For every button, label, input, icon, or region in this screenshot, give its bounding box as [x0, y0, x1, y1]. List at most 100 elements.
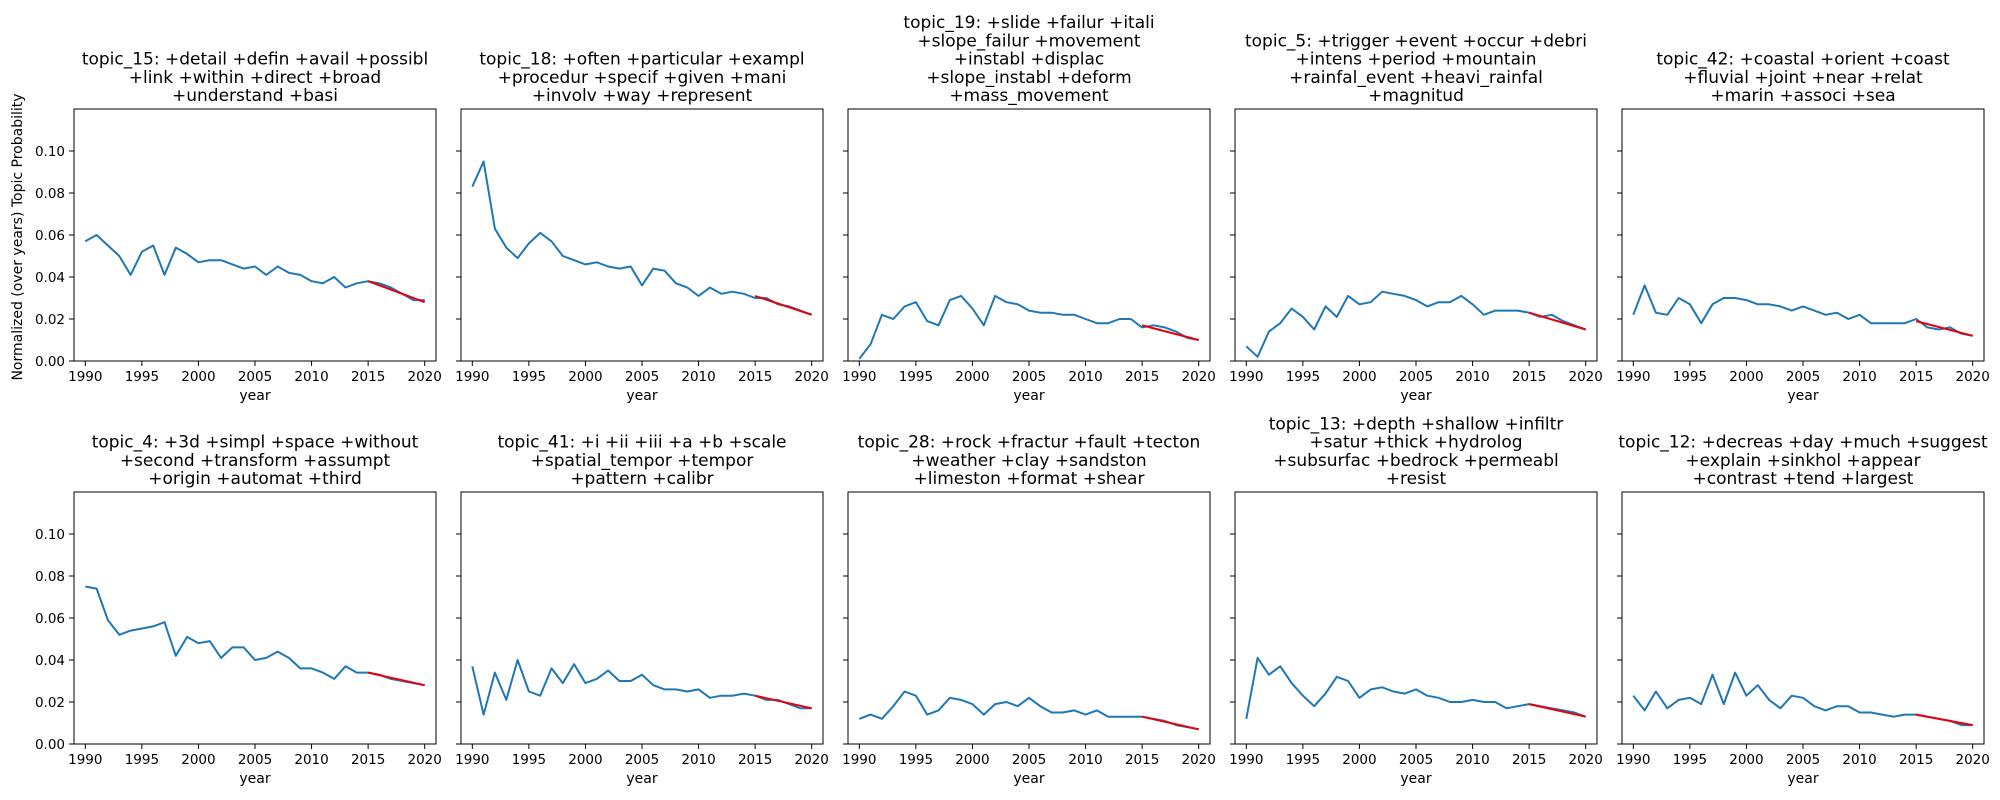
x-tick-label: 2020 [1956, 369, 1990, 385]
x-tick-label: 2000 [181, 369, 215, 385]
x-tick-label: 1990 [842, 369, 876, 385]
trend-line [1528, 703, 1586, 718]
x-tick-label: 1990 [68, 752, 102, 768]
panel-title-line: topic_19: +slide +failur +itali [903, 13, 1154, 33]
x-tick-label: 1995 [1286, 369, 1320, 385]
x-axis-label: year [239, 388, 270, 404]
trend-line [754, 294, 813, 316]
series-line [471, 160, 813, 316]
panel-title-line: +subsurfac +bedrock +permeabl [1273, 451, 1558, 471]
x-tick-label: 1995 [1673, 369, 1707, 385]
y-tick-label: 0.02 [35, 695, 65, 711]
x-tick-label: 2015 [1125, 369, 1159, 385]
x-tick-label: 2020 [408, 752, 442, 768]
x-tick-label: 2005 [625, 369, 659, 385]
x-tick-label: 2000 [1342, 752, 1376, 768]
plot-frame [460, 491, 824, 745]
x-tick-label: 2005 [1399, 369, 1433, 385]
x-tick-label: 1995 [125, 369, 159, 385]
series-line [84, 234, 425, 302]
plot-frame [1621, 108, 1985, 362]
trend-line [1915, 713, 1973, 727]
x-axis-label: year [1400, 388, 1431, 404]
trend-line [1915, 320, 1973, 337]
panel-title-line: +instabl +displac [954, 50, 1105, 70]
panel-title-line: +weather +clay +sandston [911, 451, 1146, 471]
x-tick-label: 2005 [1786, 752, 1820, 768]
plot-frame [1234, 491, 1598, 745]
x-tick-label: 2005 [1012, 752, 1046, 768]
x-tick-label: 2015 [1512, 369, 1546, 385]
series-line [1632, 284, 1973, 337]
x-tick-label: 1995 [512, 369, 546, 385]
plot-frame [1621, 491, 1985, 745]
y-tick-label: 0.06 [35, 228, 65, 244]
x-tick-label: 2010 [1842, 752, 1876, 768]
x-tick-label: 2005 [625, 752, 659, 768]
panel-2: topic_18: +often +particular +exampl+pro… [455, 50, 829, 404]
panel-title-line: topic_18: +often +particular +exampl [479, 50, 804, 70]
x-tick-label: 2010 [294, 752, 328, 768]
panel-title-line: topic_13: +depth +shallow +infiltr [1269, 414, 1564, 434]
x-tick-label: 2010 [1068, 752, 1102, 768]
x-axis-label: year [1013, 771, 1044, 787]
x-axis-label: year [1013, 388, 1044, 404]
y-tick-label: 0.04 [35, 270, 65, 286]
x-tick-label: 2015 [738, 752, 772, 768]
y-tick-label: 0.00 [35, 737, 65, 753]
panel-title-line: +limeston +format +shear [914, 469, 1145, 489]
x-tick-label: 2010 [1455, 752, 1489, 768]
panel-10: topic_12: +decreas +day +much +suggest+e… [1616, 433, 1990, 787]
x-tick-label: 2005 [238, 752, 272, 768]
x-axis-label: year [1787, 771, 1818, 787]
panel-title-line: +second +transform +assumpt [120, 451, 391, 471]
x-axis-label: year [1400, 771, 1431, 787]
panel-9: topic_13: +depth +shallow +infiltr+satur… [1229, 414, 1603, 787]
y-tick-label: 0.04 [35, 653, 65, 669]
x-tick-label: 2010 [681, 752, 715, 768]
panel-title-line: topic_12: +decreas +day +much +suggest [1618, 433, 1988, 453]
x-tick-label: 2020 [1182, 752, 1216, 768]
trend-line [1528, 311, 1586, 331]
x-tick-label: 1995 [899, 752, 933, 768]
panel-title-line: topic_28: +rock +fractur +fault +tecton [858, 433, 1201, 453]
x-tick-label: 2010 [1455, 369, 1489, 385]
panel-title-line: +spatial_tempor +tempor [531, 451, 754, 471]
x-tick-label: 1995 [125, 752, 159, 768]
x-tick-label: 2015 [1899, 369, 1933, 385]
x-tick-label: 2000 [955, 752, 989, 768]
x-tick-label: 2020 [1569, 369, 1603, 385]
x-tick-label: 2000 [568, 752, 602, 768]
trend-line [1141, 715, 1199, 731]
x-tick-label: 1990 [68, 369, 102, 385]
y-tick-label: 0.00 [35, 354, 65, 370]
x-tick-label: 2020 [1182, 369, 1216, 385]
y-tick-label: 0.10 [35, 527, 65, 543]
panel-title-line: +procedur +specif +given +mani [498, 68, 787, 88]
series-line [858, 294, 1199, 360]
series-line [858, 690, 1199, 731]
panel-8: topic_28: +rock +fractur +fault +tecton+… [842, 433, 1216, 787]
x-tick-label: 2015 [351, 369, 385, 385]
panel-title-line: +satur +thick +hydrolog [1309, 433, 1522, 453]
trend-line [367, 280, 426, 304]
x-axis-label: year [1787, 388, 1818, 404]
x-tick-label: 2000 [1342, 369, 1376, 385]
panel-3: topic_19: +slide +failur +itali+slope_fa… [842, 13, 1216, 404]
panel-title-line: +slope_instabl +deform [926, 68, 1131, 88]
panel-title-line: topic_15: +detail +defin +avail +possibl [82, 50, 428, 70]
plot-frame [847, 108, 1211, 362]
x-tick-label: 1990 [455, 369, 489, 385]
x-tick-label: 1990 [842, 752, 876, 768]
y-tick-label: 0.02 [35, 312, 65, 328]
x-axis-label: year [626, 771, 657, 787]
panel-title-line: +magnitud [1368, 86, 1464, 106]
x-tick-label: 1995 [899, 369, 933, 385]
panel-title-line: topic_4: +3d +simpl +space +without [92, 433, 419, 453]
panel-title-line: topic_42: +coastal +orient +coast [1656, 50, 1950, 70]
x-tick-label: 2000 [568, 369, 602, 385]
x-tick-label: 2000 [955, 369, 989, 385]
panel-title-line: +pattern +calibr [570, 469, 713, 489]
panel-5: topic_42: +coastal +orient +coast+fluvia… [1616, 50, 1990, 404]
x-tick-label: 1995 [1673, 752, 1707, 768]
